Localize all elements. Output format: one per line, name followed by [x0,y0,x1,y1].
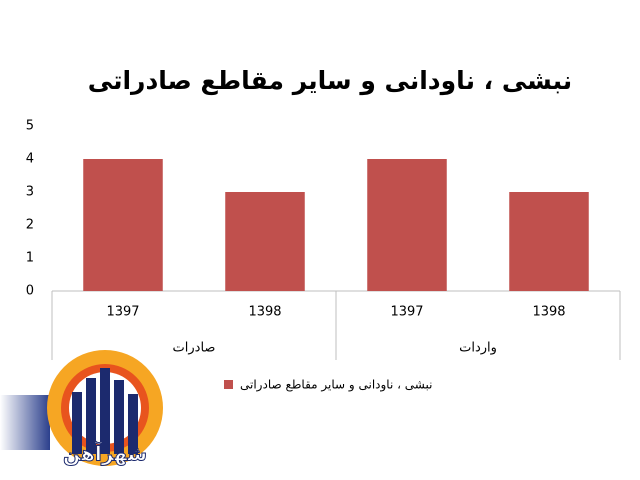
y-tick-label: 2 [26,218,34,233]
x-tick-label: 1397 [390,305,423,320]
x-tick-label: 1397 [106,305,139,320]
y-tick-label: 4 [26,152,34,167]
logo-building [100,368,110,454]
bar [225,192,305,291]
logo-band [0,395,50,450]
logo-building [128,394,138,454]
x-tick-label: 1398 [532,305,565,320]
bar [509,192,589,291]
y-tick-label: 3 [26,185,34,200]
logo-building [86,378,96,454]
logo-building [72,392,82,454]
group-label: واردات [459,341,497,356]
y-tick-label: 5 [26,119,34,134]
bar [83,159,163,291]
logo-text: شهرآهن [63,441,147,466]
legend-label: نبشی ، ناودانی و سایر مقاطع صادراتی [240,378,432,393]
x-tick-label: 1398 [248,305,281,320]
legend-swatch [224,380,233,389]
bar [367,159,447,291]
chart-title: نبشی ، ناودانی و سایر مقاطع صادراتی [88,66,572,96]
group-label: صادرات [173,341,216,356]
y-tick-label: 0 [26,284,34,299]
y-tick-label: 1 [26,251,34,266]
logo: شهرآهن [0,350,163,466]
logo-building [114,380,124,454]
